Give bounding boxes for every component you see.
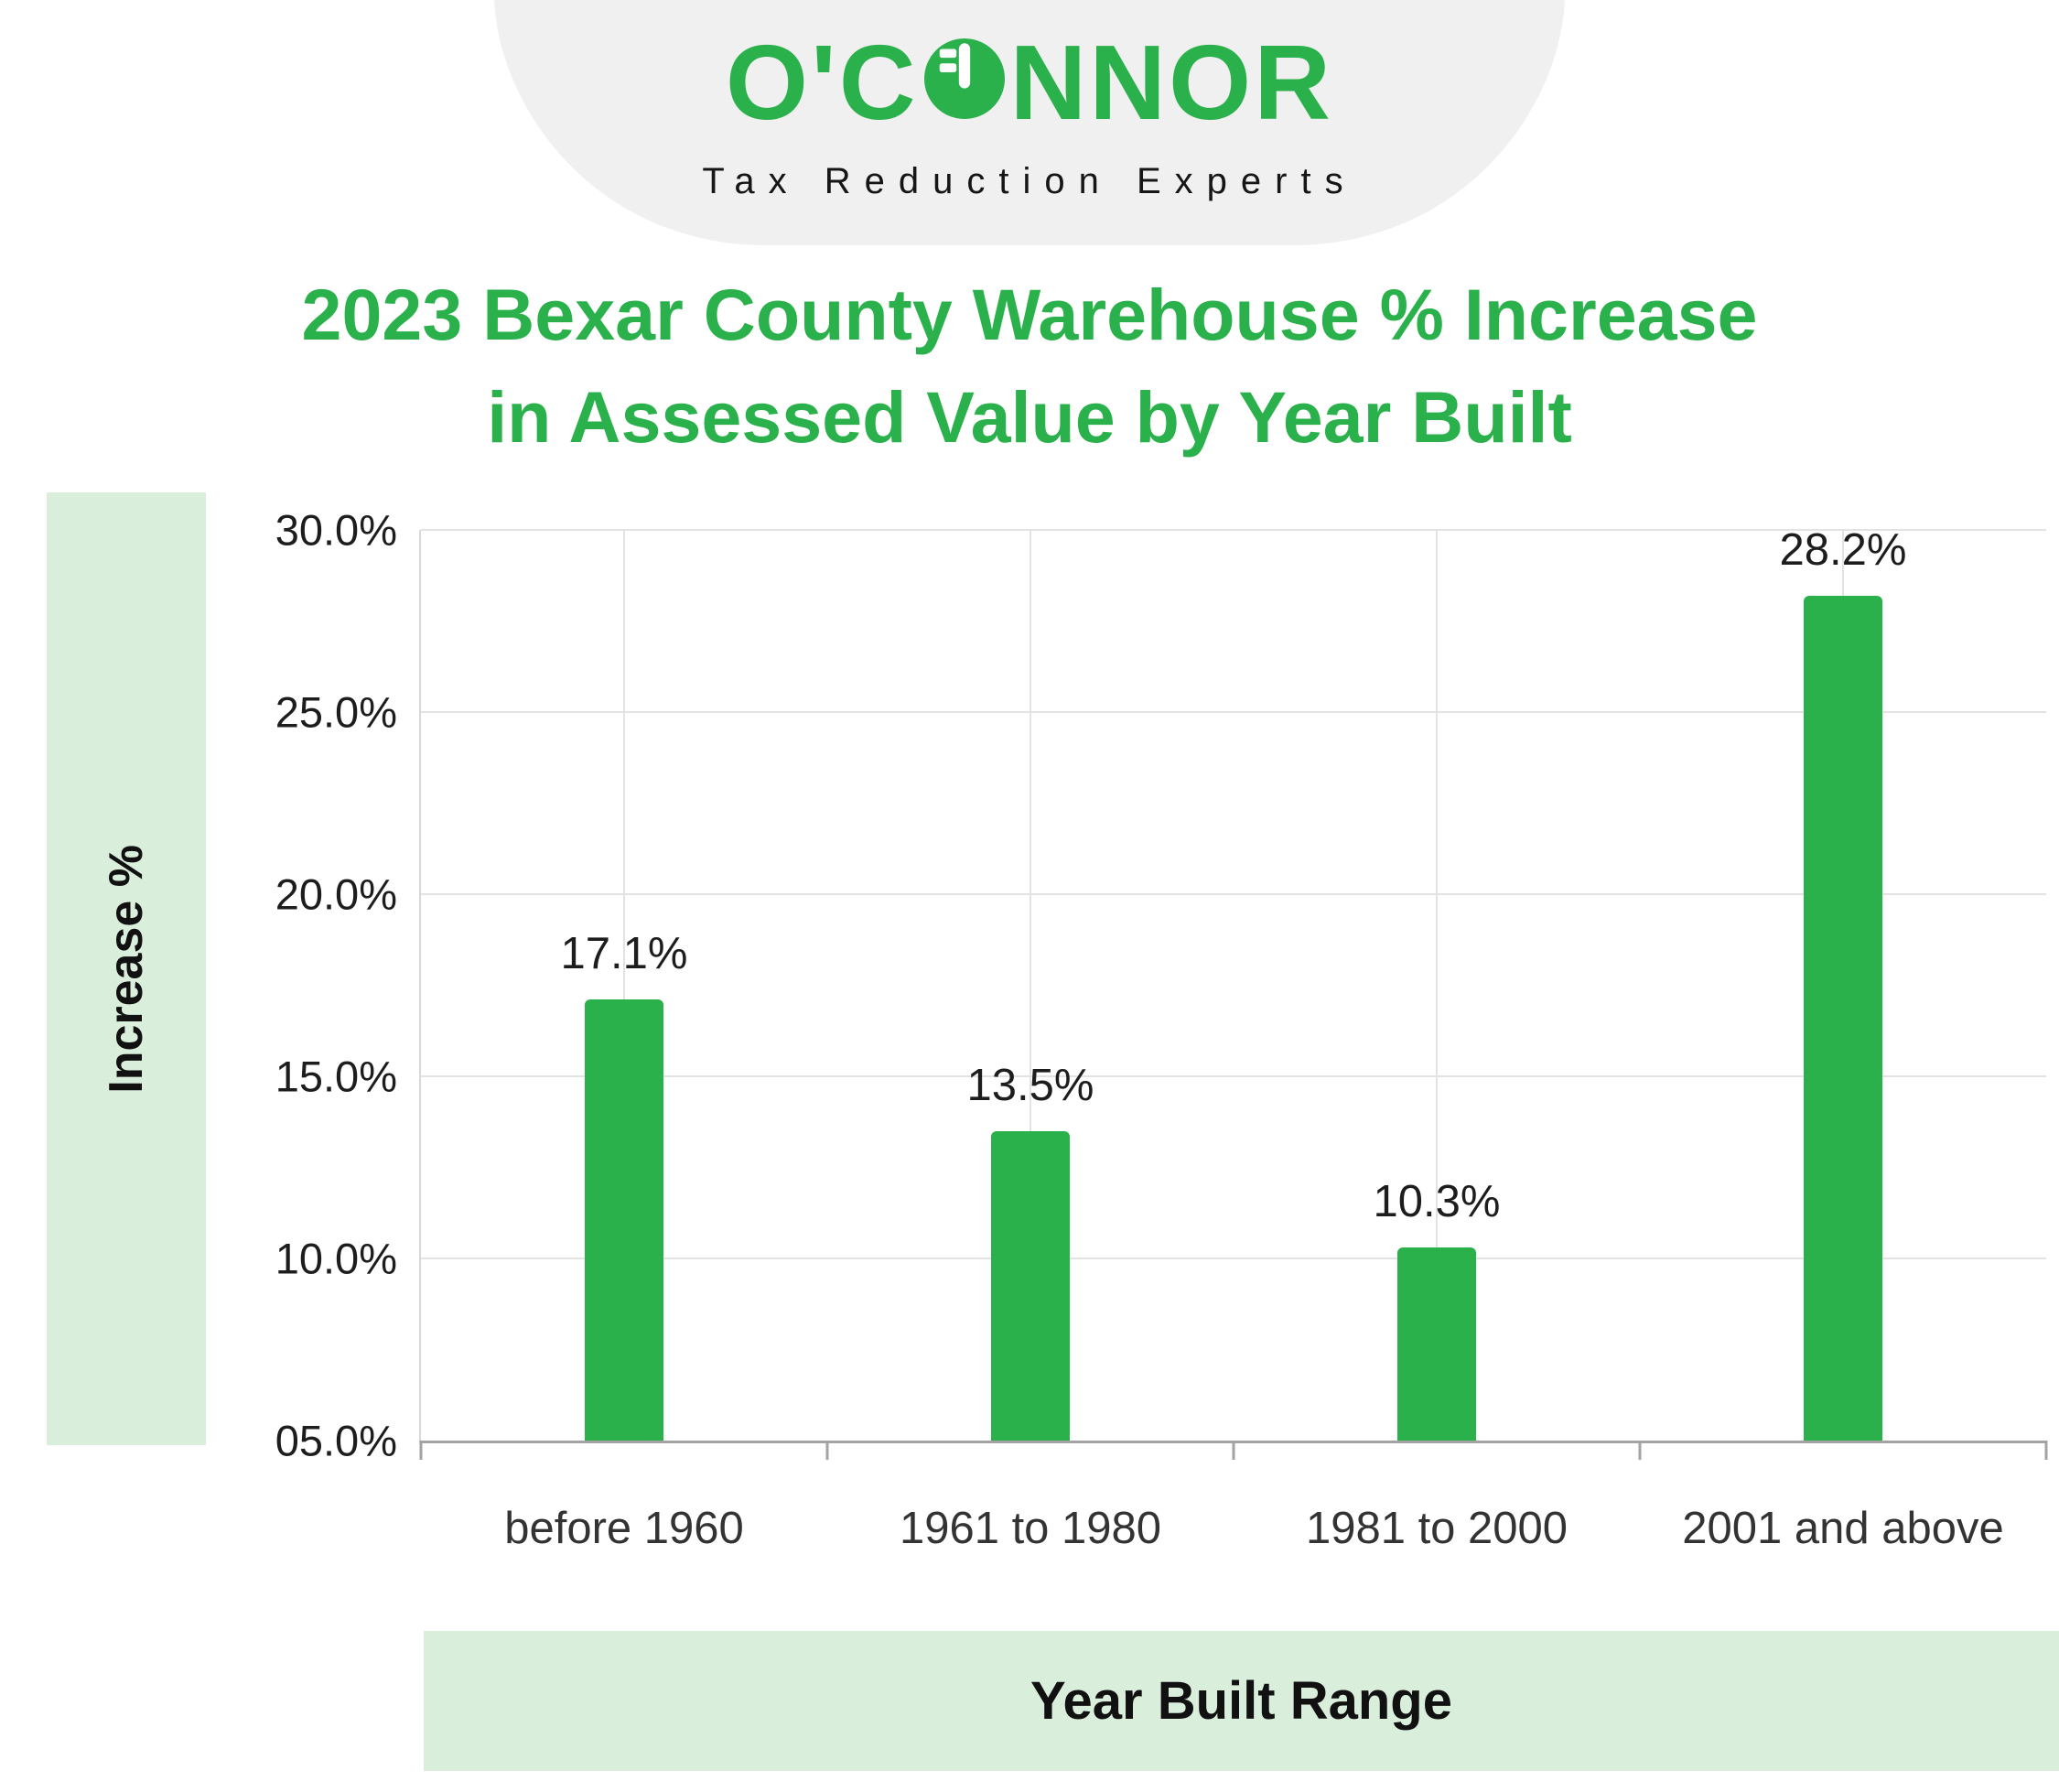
x-axis-tick	[2044, 1441, 2048, 1460]
bar-value-label: 28.2%	[1779, 524, 1907, 575]
grid-line-vertical	[623, 530, 625, 1441]
y-tick-label: 10.0%	[275, 1234, 397, 1283]
y-axis-panel: Increase %	[47, 492, 206, 1445]
logo-text-right: NNOR	[1009, 23, 1334, 142]
brand-logo: O'C NNOR	[726, 29, 1333, 135]
grid-line-vertical	[1030, 530, 1031, 1441]
y-tick-label: 15.0%	[275, 1052, 397, 1101]
y-tick-label: 30.0%	[275, 505, 397, 555]
x-category-label: 1961 to 1980	[899, 1504, 1162, 1553]
bar-value-label: 10.3%	[1373, 1177, 1501, 1227]
brand-banner: O'C NNOR Tax Reduction Experts	[494, 0, 1565, 245]
chart-title-line1: 2023 Bexar County Warehouse % Increase	[301, 274, 1758, 355]
y-tick-label: 05.0%	[275, 1416, 397, 1465]
bar-value-label: 13.5%	[966, 1060, 1094, 1110]
y-tick-label: 20.0%	[275, 869, 397, 919]
chart-title-line2: in Assessed Value by Year Built	[487, 376, 1572, 459]
x-axis-tick	[1232, 1441, 1235, 1460]
bar-value-label: 17.1%	[560, 929, 688, 979]
x-axis-tick	[1638, 1441, 1642, 1460]
y-axis-title: Increase %	[100, 844, 153, 1094]
banner-content: O'C NNOR Tax Reduction Experts	[494, 0, 1565, 245]
plot-area: 30.0% 25.0% 20.0% 15.0% 10.0% 05.0% 17.1% befor…	[275, 506, 2048, 1553]
x-axis-tick	[825, 1441, 829, 1460]
x-category-label: 2001 and above	[1682, 1504, 2004, 1553]
banner-background-shape	[494, 0, 1565, 245]
x-category-label: 1981 to 2000	[1305, 1504, 1569, 1553]
brand-tagline: Tax Reduction Experts	[702, 161, 1357, 201]
bar	[585, 999, 663, 1441]
grid-line-vertical	[1436, 530, 1438, 1441]
x-category-label: before 1960	[504, 1504, 744, 1553]
chart-title: 2023 Bexar County Warehouse % Increase i…	[0, 264, 2059, 469]
logo-text-left: O'C	[725, 23, 919, 142]
grid-line-horizontal	[421, 529, 2046, 531]
grid-line-horizontal	[421, 893, 2046, 895]
x-axis-tick	[419, 1441, 423, 1460]
bar	[991, 1130, 1070, 1441]
grid-line-horizontal	[421, 711, 2046, 713]
keyhole-o-icon	[919, 29, 1010, 135]
grid-line-horizontal	[421, 1258, 2046, 1259]
bar	[1397, 1247, 1476, 1441]
grid-line-horizontal	[421, 1075, 2046, 1077]
x-axis-title: Year Built Range	[1030, 1671, 1452, 1731]
y-tick-label: 25.0%	[275, 687, 397, 737]
x-axis-panel: Year Built Range	[424, 1631, 2059, 1771]
bar	[1804, 595, 1882, 1441]
